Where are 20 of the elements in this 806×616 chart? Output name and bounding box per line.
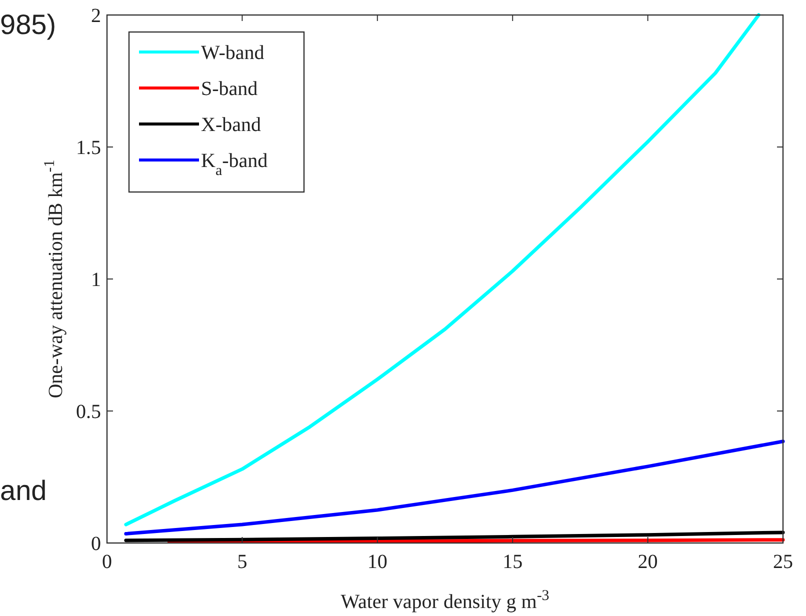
x-tick-label: 5 — [237, 551, 248, 573]
text: and — [0, 475, 47, 506]
y-tick-label: 2 — [91, 5, 101, 27]
x-axis-title: Water vapor density g m$^{-3}$ — [340, 588, 550, 613]
y-tick-label: 0.5 — [76, 401, 101, 423]
x-tick-label: 20 — [638, 551, 658, 573]
x-tick-label: 10 — [367, 551, 388, 573]
y-tick-label: 1 — [91, 269, 101, 291]
y-tick-label: 1.5 — [76, 137, 101, 159]
line-series — [124, 530, 785, 542]
legend-label: S-band — [201, 78, 258, 100]
text: 985) — [0, 9, 56, 40]
x-tick-label: 15 — [502, 551, 523, 573]
line-series — [124, 13, 760, 526]
legend-label: X-band — [201, 114, 261, 136]
legend-label: W-band — [201, 42, 264, 64]
line-series — [124, 440, 785, 536]
y-tick-label: 0 — [91, 533, 101, 555]
legend-label: K$_{a}$-band — [201, 150, 268, 179]
x-tick-label: 25 — [773, 551, 793, 573]
